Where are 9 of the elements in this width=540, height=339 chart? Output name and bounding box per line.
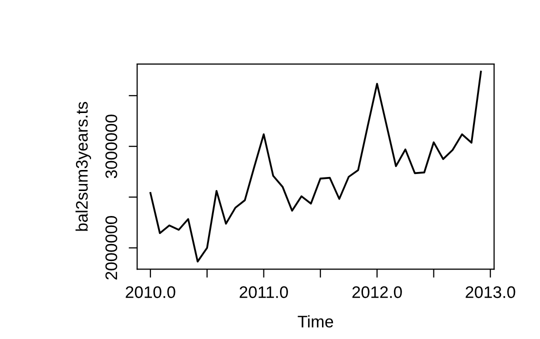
y-tick-label: 3000000	[105, 114, 118, 178]
x-tick-label: 2010.0	[126, 286, 176, 298]
x-axis-title: Time	[298, 315, 334, 328]
x-tick-label: 2012.0	[352, 286, 402, 298]
y-axis-title: bal2sum3years.ts	[76, 102, 92, 231]
line-series	[150, 70, 482, 262]
x-tick-label: 2013.0	[466, 286, 516, 298]
x-tick-label: 2011.0	[240, 286, 288, 298]
y-tick-label: 2000000	[105, 216, 118, 280]
